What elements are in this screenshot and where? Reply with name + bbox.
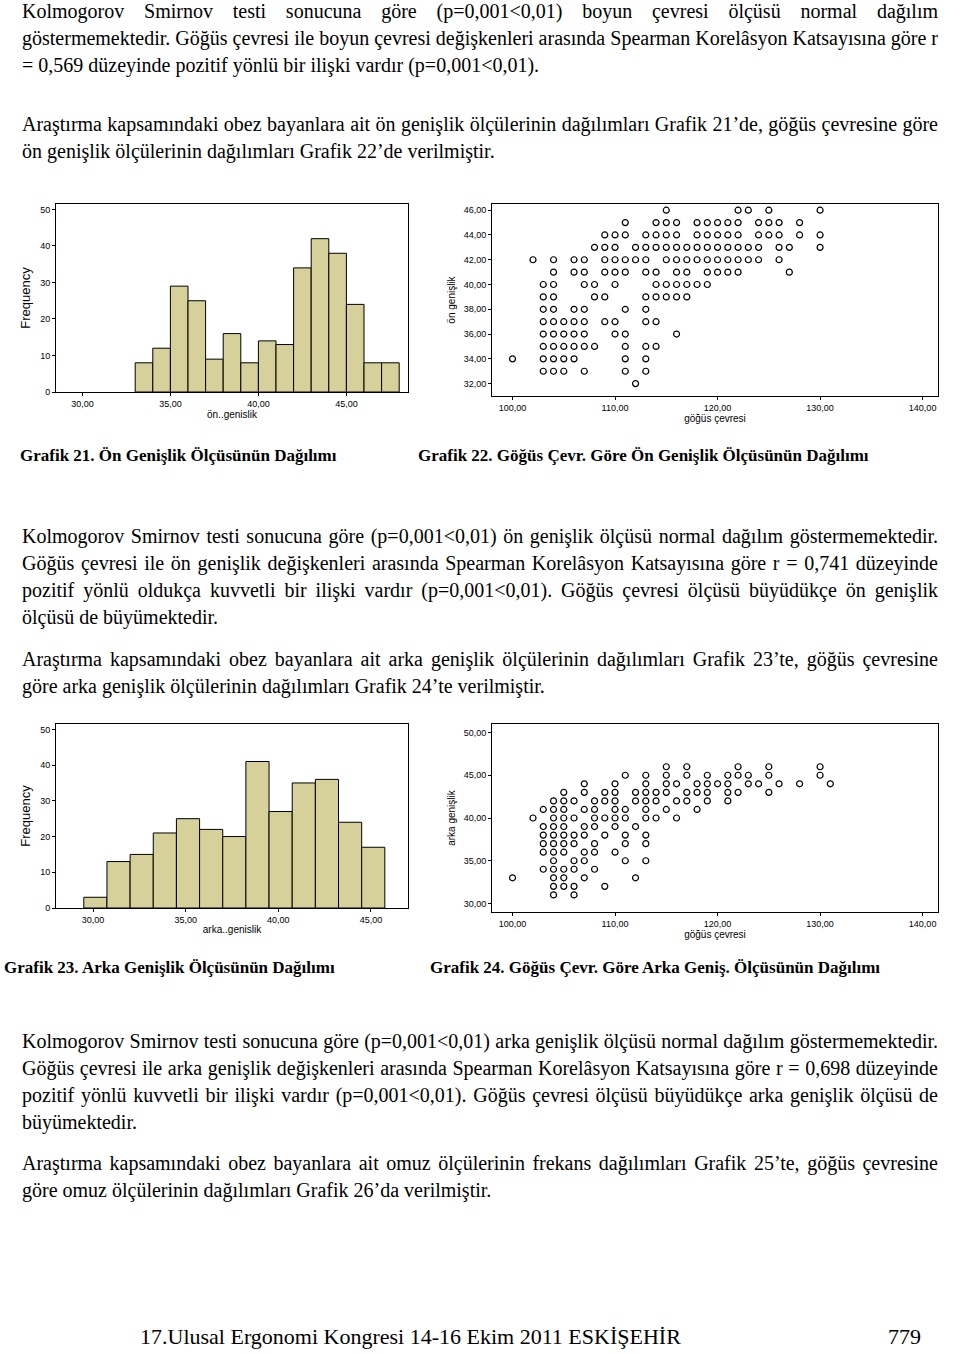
- html-text:Grafik 24. Göğüs Çevr. Göre Ar: Grafik 24. Göğüs Çevr. Göre Arka Geniş. …: [430, 958, 881, 977]
- html-text:Araştırma kapsamındaki obez ba: Araştırma kapsamındaki obez bayanlara ai…: [22, 648, 938, 697]
- svg-text:130,00: 130,00: [806, 403, 834, 413]
- svg-text:45,00: 45,00: [335, 399, 358, 409]
- svg-text:40: 40: [40, 241, 50, 251]
- svg-text:32,00: 32,00: [464, 379, 487, 389]
- svg-text:30,00: 30,00: [82, 915, 105, 925]
- svg-text:30: 30: [40, 796, 50, 806]
- svg-text:120,00: 120,00: [704, 403, 732, 413]
- svg-text:40,00: 40,00: [267, 915, 290, 925]
- svg-text:100,00: 100,00: [499, 403, 527, 413]
- svg-text:20: 20: [40, 314, 50, 324]
- svg-text:50,00: 50,00: [464, 728, 487, 738]
- svg-text:Frequency: Frequency: [18, 785, 33, 847]
- svg-text:120,00: 120,00: [704, 919, 732, 929]
- svg-text:45,00: 45,00: [464, 770, 487, 780]
- svg-text:42,00: 42,00: [464, 255, 487, 265]
- svg-text:arka..genislik: arka..genislik: [203, 924, 262, 935]
- svg-text:30,00: 30,00: [464, 899, 487, 909]
- svg-text:35,00: 35,00: [159, 399, 182, 409]
- svg-text:44,00: 44,00: [464, 230, 487, 240]
- svg-text:40,00: 40,00: [464, 280, 487, 290]
- svg-text:göğüs çevresi: göğüs çevresi: [684, 929, 746, 940]
- svg-text:40: 40: [40, 760, 50, 770]
- svg-text:36,00: 36,00: [464, 329, 487, 339]
- svg-text:140,00: 140,00: [909, 403, 937, 413]
- svg-text:110,00: 110,00: [602, 919, 629, 929]
- svg-text:130,00: 130,00: [806, 919, 834, 929]
- svg-text:50: 50: [40, 205, 50, 215]
- svg-text:ön..genislik: ön..genislik: [207, 409, 258, 420]
- svg-text:10: 10: [40, 351, 50, 361]
- svg-text:34,00: 34,00: [464, 354, 487, 364]
- svg-text:10: 10: [40, 867, 50, 877]
- html-text:Araştırma kapsamındaki obez ba: Araştırma kapsamındaki obez bayanlara ai…: [22, 1152, 938, 1201]
- html-text:Kolmogorov Smirnov testi sonuc: Kolmogorov Smirnov testi sonucuna göre (…: [22, 1030, 938, 1133]
- svg-text:40,00: 40,00: [464, 813, 487, 823]
- svg-text:140,00: 140,00: [909, 919, 937, 929]
- svg-text:göğüs çevresi: göğüs çevresi: [684, 413, 746, 424]
- svg-text:35,00: 35,00: [174, 915, 197, 925]
- html-text:Kolmogorov Smirnov testi sonuc: Kolmogorov Smirnov testi sonucuna göre (…: [22, 525, 938, 628]
- svg-text:50: 50: [40, 725, 50, 735]
- html-text:Grafik 23. Arka Genişlik Ölçüs: Grafik 23. Arka Genişlik Ölçüsünün Dağıl…: [4, 958, 335, 977]
- html-text:Kolmogorov Smirnov testi sonuc: Kolmogorov Smirnov testi sonucuna göre (…: [22, 0, 938, 76]
- svg-text:46,00: 46,00: [464, 205, 487, 215]
- html-text:17.Ulusal Ergonomi Kongresi 14: 17.Ulusal Ergonomi Kongresi 14-16 Ekim 2…: [140, 1324, 681, 1349]
- svg-text:110,00: 110,00: [602, 403, 629, 413]
- svg-text:40,00: 40,00: [247, 399, 270, 409]
- svg-text:arka genişlik: arka genişlik: [446, 789, 457, 846]
- html-text:779: 779: [888, 1324, 921, 1349]
- svg-text:45,00: 45,00: [360, 915, 383, 925]
- svg-text:35,00: 35,00: [464, 856, 487, 866]
- svg-text:30: 30: [40, 278, 50, 288]
- svg-text:38,00: 38,00: [464, 304, 487, 314]
- html-text:Araştırma kapsamındaki obez ba: Araştırma kapsamındaki obez bayanlara ai…: [22, 113, 938, 162]
- html-text:Grafik 21. Ön Genişlik Ölçüsün: Grafik 21. Ön Genişlik Ölçüsünün Dağılım…: [20, 446, 337, 465]
- svg-text:30,00: 30,00: [71, 399, 94, 409]
- svg-text:Frequency: Frequency: [18, 267, 33, 329]
- svg-text:0: 0: [45, 387, 50, 397]
- svg-text:0: 0: [45, 903, 50, 913]
- svg-text:ön genişlik: ön genişlik: [446, 275, 457, 323]
- svg-text:100,00: 100,00: [499, 919, 527, 929]
- html-text:Grafik 22. Göğüs Çevr. Göre Ön: Grafik 22. Göğüs Çevr. Göre Ön Genişlik …: [418, 446, 869, 465]
- svg-text:20: 20: [40, 832, 50, 842]
